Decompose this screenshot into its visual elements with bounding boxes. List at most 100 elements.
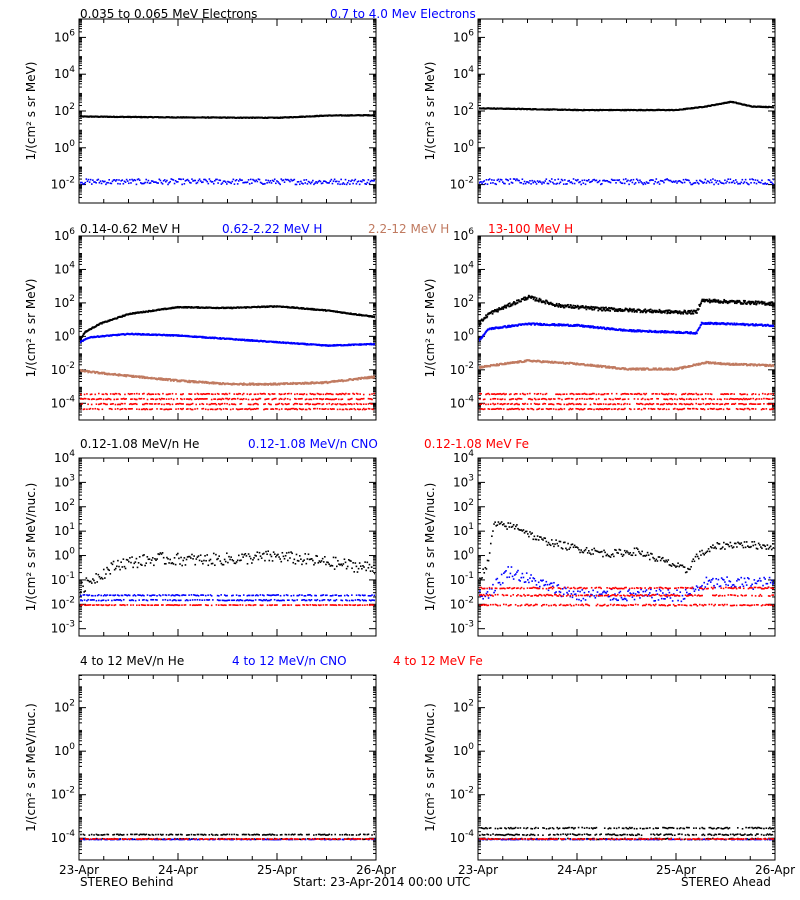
data-point	[226, 408, 228, 410]
data-point	[209, 180, 212, 182]
data-point	[232, 403, 234, 406]
data-point	[157, 393, 160, 395]
data-point	[112, 393, 114, 395]
data-point	[508, 305, 511, 308]
data-point	[203, 178, 205, 181]
series-0-62-2-22-mev-h	[80, 332, 375, 347]
data-point	[631, 310, 634, 313]
data-point	[353, 407, 356, 410]
data-point	[214, 398, 217, 400]
data-point	[712, 300, 714, 303]
data-point	[233, 393, 236, 395]
data-point	[343, 403, 346, 405]
data-point	[365, 183, 368, 186]
data-point	[497, 178, 500, 181]
data-point	[106, 393, 108, 396]
data-point	[257, 398, 259, 401]
data-point	[248, 183, 251, 185]
series-0-14-0-62-mev-h	[479, 294, 774, 327]
data-point	[290, 407, 293, 410]
data-point	[107, 181, 109, 184]
data-point	[640, 181, 642, 183]
data-point	[241, 408, 244, 410]
data-point	[168, 402, 170, 405]
data-point	[284, 403, 287, 405]
data-point	[201, 408, 203, 410]
data-point	[358, 408, 360, 411]
data-point	[243, 338, 246, 341]
data-point	[498, 307, 500, 309]
data-point	[529, 179, 531, 182]
data-point	[491, 310, 493, 313]
data-point	[491, 312, 494, 315]
data-point	[544, 180, 547, 182]
data-point	[286, 408, 289, 411]
data-point	[228, 181, 230, 183]
data-point	[684, 309, 686, 312]
data-point	[183, 182, 186, 185]
data-point	[585, 179, 588, 182]
data-point	[744, 178, 747, 181]
data-point	[157, 182, 160, 184]
data-point	[713, 183, 715, 186]
data-point	[535, 299, 537, 301]
data-point	[133, 178, 136, 181]
data-point	[576, 306, 578, 308]
data-point	[609, 309, 612, 312]
data-point	[526, 297, 529, 300]
data-point	[668, 311, 670, 314]
y-tick-label: 102	[453, 102, 474, 118]
data-point	[267, 179, 269, 182]
data-point	[662, 180, 664, 182]
data-point	[667, 179, 670, 181]
data-point	[219, 403, 221, 406]
data-point	[568, 179, 570, 182]
data-point	[329, 180, 332, 183]
data-point	[146, 181, 149, 184]
data-point	[362, 377, 365, 380]
data-point	[163, 179, 166, 181]
data-point	[206, 180, 209, 183]
data-point	[228, 403, 231, 406]
data-point	[217, 182, 219, 184]
data-point	[254, 393, 257, 396]
data-point	[147, 392, 150, 395]
data-point	[709, 179, 712, 181]
data-point	[280, 178, 283, 180]
data-point	[86, 370, 89, 373]
data-point	[143, 403, 145, 406]
data-point	[712, 178, 714, 180]
data-point	[373, 315, 375, 318]
data-point	[252, 408, 255, 411]
data-point	[291, 407, 294, 410]
data-point	[556, 182, 559, 185]
data-point	[192, 180, 194, 182]
data-point	[486, 315, 489, 318]
data-point	[692, 182, 695, 185]
data-point	[756, 179, 759, 182]
data-point	[598, 179, 601, 182]
data-point	[542, 181, 544, 183]
data-point	[765, 183, 768, 185]
data-point	[280, 402, 283, 405]
data-point	[676, 310, 679, 313]
data-point	[638, 181, 640, 184]
data-point	[98, 181, 101, 184]
data-point	[181, 403, 183, 405]
legend-label: 0.035 to 0.065 MeV Electrons	[80, 7, 257, 21]
data-point	[726, 302, 729, 305]
data-point	[549, 181, 552, 183]
data-point	[119, 408, 121, 411]
data-point	[605, 179, 608, 182]
data-point	[713, 300, 716, 302]
data-point	[120, 402, 123, 405]
data-point	[480, 318, 483, 321]
data-point	[270, 182, 273, 184]
data-point	[302, 393, 304, 396]
data-point	[144, 376, 147, 379]
data-point	[109, 403, 112, 406]
data-point	[334, 180, 337, 183]
data-point	[222, 393, 225, 395]
data-point	[155, 333, 157, 336]
plot-frame	[78, 235, 377, 421]
